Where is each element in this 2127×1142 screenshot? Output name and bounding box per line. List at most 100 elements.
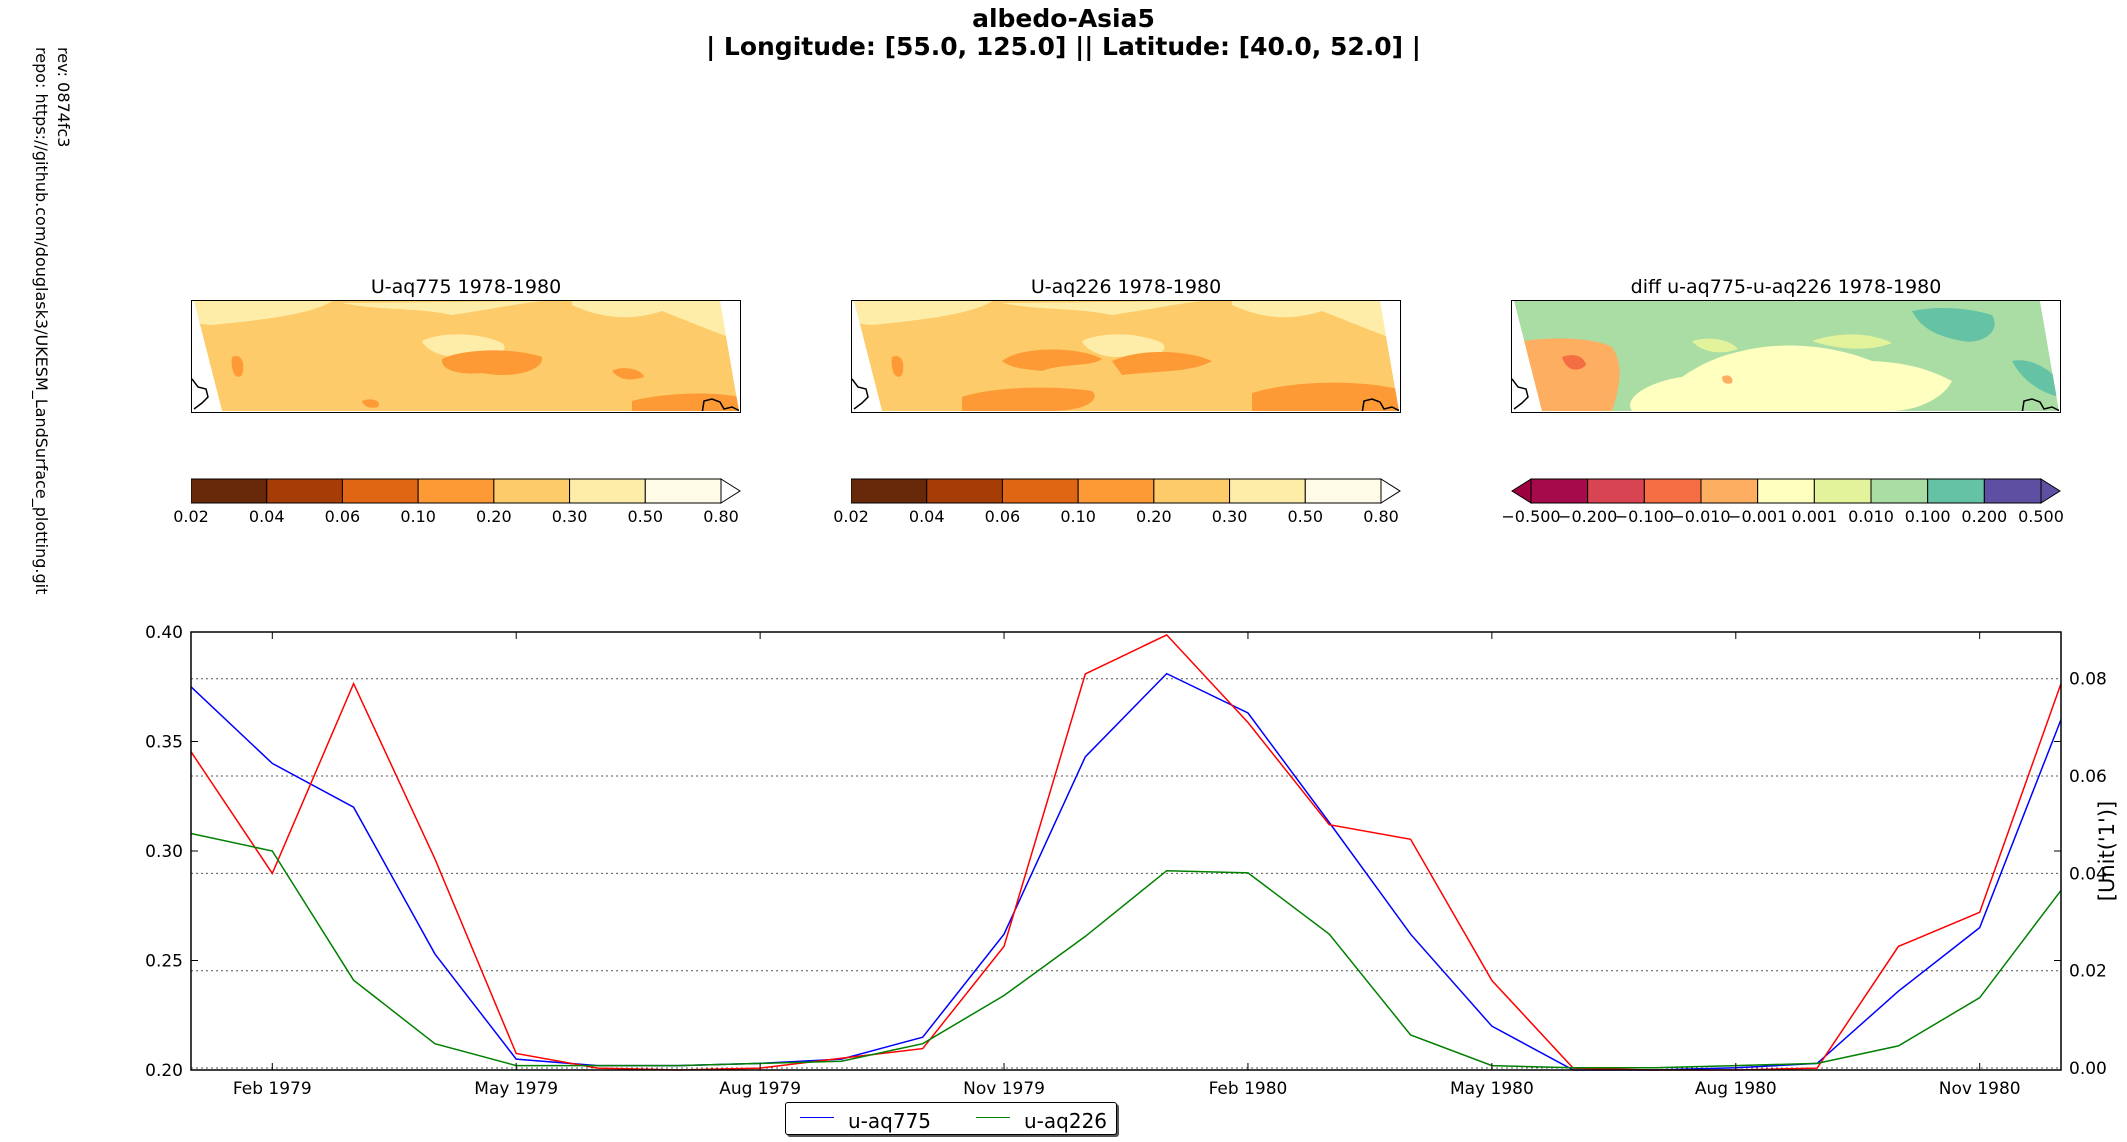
series-line-right-axis [190, 633, 2062, 1071]
colorbar-tick-label: 0.50 [627, 507, 664, 526]
albedo-dark-area [632, 393, 739, 411]
albedo-light-area [194, 301, 332, 325]
x-tick-label: Feb 1980 [1209, 1079, 1288, 1099]
colorbar-tick-label: 0.04 [908, 507, 945, 526]
figure-title: albedo-Asia5 [972, 4, 1155, 33]
colorbar-ticks-aq775: 0.02 0.04 0.06 0.10 0.20 0.30 0.50 0.80 [173, 507, 741, 529]
x-tick-label: May 1979 [474, 1079, 558, 1099]
colorbar-segment [341, 478, 419, 504]
colorbar-tick-label: 0.80 [1363, 507, 1399, 526]
colorbar-segment [1983, 478, 2042, 504]
colorbar-segment [1304, 478, 1382, 504]
diff-negative-area [1520, 338, 1620, 411]
colorbar-tick-label: 0.200 [1961, 507, 2008, 526]
y-right-tick-label: 0.06 [2069, 767, 2107, 787]
albedo-dark-area [962, 387, 1095, 411]
map-title-aq775: U-aq775 1978-1980 [370, 276, 562, 298]
plot-frame [190, 631, 2062, 1071]
series-line-u-aq226 [190, 832, 2062, 1069]
colorbar-segment [1530, 478, 1589, 504]
albedo-dark-area [891, 355, 904, 377]
colorbar-tick-label: 0.010 [1848, 507, 1894, 526]
y-left-tick-label: 0.30 [145, 842, 183, 862]
colorbar-tick-label: 0.500 [2018, 507, 2064, 526]
coastline [852, 378, 869, 410]
albedo-dark-area [1002, 349, 1102, 371]
colorbar-segment [1700, 478, 1759, 504]
colorbar-segment [644, 478, 722, 504]
colorbar-segment [1077, 478, 1155, 504]
colorbar-tick-label: 0.20 [1136, 507, 1172, 526]
map-panel-aq775 [191, 300, 741, 413]
y-right-tick-label: 0.08 [2069, 670, 2107, 690]
legend: u-aq775 u-aq226 [785, 1102, 1117, 1135]
diff-positive-area [1912, 308, 1995, 342]
colorbar-segment [1870, 478, 1929, 504]
revision-label: rev: 0874fc3 [54, 47, 73, 148]
colorbar-segment [1757, 478, 1815, 504]
colorbar-tick-label: 0.100 [1904, 507, 1951, 526]
colorbar-tick-label: 0.04 [248, 507, 285, 526]
series-line-u-aq775 [190, 672, 2062, 1071]
diff-lime-area [1812, 334, 1892, 349]
legend-label-aq226: u-aq226 [1024, 1109, 1108, 1133]
map-title-diff: diff u-aq775-u-aq226 1978-1980 [1630, 276, 1942, 298]
colorbar-segment [1001, 478, 1079, 504]
colorbar-segment [1229, 478, 1306, 504]
legend-label-aq775: u-aq775 [848, 1109, 932, 1133]
colorbar-tick-label: 0.50 [1287, 507, 1324, 526]
x-tick-label: Nov 1980 [1939, 1079, 2021, 1099]
albedo-light-area [1232, 301, 1399, 341]
colorbar-tick-label: −0.100 [1614, 507, 1674, 526]
colorbar-segment [1643, 478, 1702, 504]
coastline [2021, 398, 2059, 411]
colorbar-segment [493, 478, 571, 504]
colorbar-tick-label: −0.010 [1671, 507, 1731, 526]
colorbar-aq775 [191, 478, 741, 504]
coastline [192, 378, 209, 410]
albedo-dark-area [1112, 351, 1212, 375]
albedo-light-area [1082, 334, 1165, 358]
colorbar-tick-label: 0.20 [476, 507, 512, 526]
albedo-light-area [854, 301, 992, 325]
diff-lime-area [1692, 338, 1738, 353]
albedo-dark-area [231, 355, 244, 377]
colorbar-tick-label: 0.30 [1211, 507, 1248, 526]
colorbar-segment [569, 478, 646, 504]
colorbar-tick-label: 0.30 [551, 507, 588, 526]
colorbar-segment [926, 478, 1003, 504]
colorbar-segment [191, 478, 268, 504]
colorbar-extend-low [1511, 478, 1532, 504]
x-tick-label: Aug 1979 [719, 1079, 801, 1099]
colorbar-aq226 [851, 478, 1401, 504]
colorbar-ticks-aq226: 0.02 0.04 0.06 0.10 0.20 0.30 0.50 0.80 [833, 507, 1401, 529]
y-left-tick-label: 0.25 [145, 952, 183, 972]
albedo-dark-area [362, 399, 379, 408]
y-right-tick-label: 0.02 [2069, 962, 2107, 982]
colorbar-extend-high [2040, 478, 2061, 504]
albedo-dark-area [441, 350, 543, 376]
x-tick-label: Aug 1980 [1695, 1079, 1777, 1099]
timeseries-chart: 0.20 0.25 0.30 0.35 0.40 0.00 0.02 0.04 0.06 0.08… [145, 623, 2119, 1099]
x-tick-label: Nov 1979 [963, 1079, 1045, 1099]
diff-positive-area [2012, 360, 2059, 397]
colorbar-tick-label: 0.80 [703, 507, 739, 526]
colorbar-tick-label: −0.200 [1558, 507, 1618, 526]
colorbar-tick-label: 0.10 [400, 507, 436, 526]
colorbar-extend-high [720, 478, 741, 504]
colorbar-segment [1153, 478, 1231, 504]
colorbar-tick-label: −0.001 [1728, 507, 1788, 526]
colorbar-tick-label: 0.02 [833, 507, 869, 526]
y-right-tick-label: 0.04 [2069, 864, 2107, 884]
colorbar-segment [1927, 478, 1985, 504]
coastline [701, 398, 739, 411]
albedo-dark-area [612, 368, 644, 380]
colorbar-segment [1587, 478, 1645, 504]
map-panel-aq226 [851, 300, 1401, 413]
albedo-light-area [1002, 301, 1202, 315]
colorbar-segment [417, 478, 495, 504]
y-left-tick-label: 0.35 [145, 733, 183, 753]
x-tick-label: May 1980 [1450, 1079, 1534, 1099]
repository-label: repo: https://github.com/douglask3/UKESM… [32, 47, 51, 595]
coastline [1512, 378, 1529, 410]
